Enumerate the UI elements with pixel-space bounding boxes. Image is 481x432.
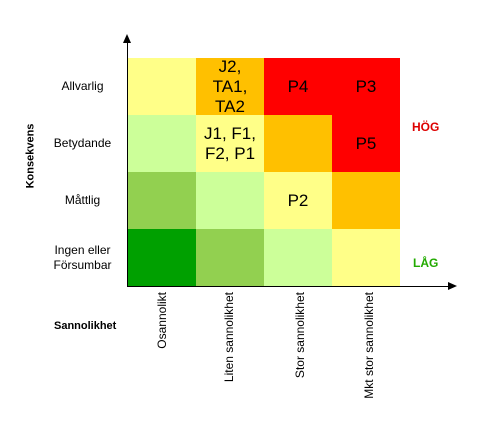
level-high-label: HÖG <box>412 120 440 134</box>
matrix-cell-r2-c2: P2 <box>264 172 332 229</box>
x-axis-arrow <box>448 282 457 290</box>
level-low-label: LÅG <box>413 256 439 270</box>
x-axis-line <box>127 286 449 287</box>
matrix-cell-r3-c3 <box>332 229 400 286</box>
matrix-cell-r2-c1 <box>196 172 264 229</box>
matrix-cell-r3-c1 <box>196 229 264 286</box>
matrix-cell-r3-c0 <box>128 229 196 286</box>
matrix-cell-r1-c2 <box>264 115 332 172</box>
matrix-cell-r0-c1: J2, TA1, TA2 <box>196 57 264 116</box>
matrix-cell-r0-c2: P4 <box>264 58 332 115</box>
column-label-stor-sannolikhet: Stor sannolikhet <box>293 292 307 379</box>
matrix-cell-r1-c3: P5 <box>332 115 400 172</box>
y-axis-arrow <box>123 34 131 43</box>
row-label-allvarlig: Allvarlig <box>61 79 104 93</box>
matrix-cell-r0-c3: P3 <box>332 58 400 115</box>
matrix-cell-r1-c1: J1, F1, F2, P1 <box>196 115 264 172</box>
column-label-mkt-stor-sannolikhet: Mkt stor sannolikhet <box>362 292 376 399</box>
x-axis-title: Sannolikhet <box>54 320 117 332</box>
matrix-cell-r0-c0 <box>128 58 196 115</box>
y-axis-line <box>127 40 128 287</box>
y-axis-title: Konsekvens <box>24 123 37 189</box>
column-label-osannolikt: Osannolikt <box>155 292 169 349</box>
row-label-mattlig: Måttlig <box>64 193 101 207</box>
matrix-cell-r2-c0 <box>128 172 196 229</box>
row-label-betydande: Betydande <box>53 136 112 150</box>
matrix-cell-r3-c2 <box>264 229 332 286</box>
matrix-cell-r2-c3 <box>332 172 400 229</box>
row-label-ingen-eller-forsumbar: Ingen eller Försumbar <box>53 243 112 272</box>
column-label-liten-sannolikhet: Liten sannolikhet <box>222 292 236 383</box>
matrix-cell-r1-c0 <box>128 115 196 172</box>
